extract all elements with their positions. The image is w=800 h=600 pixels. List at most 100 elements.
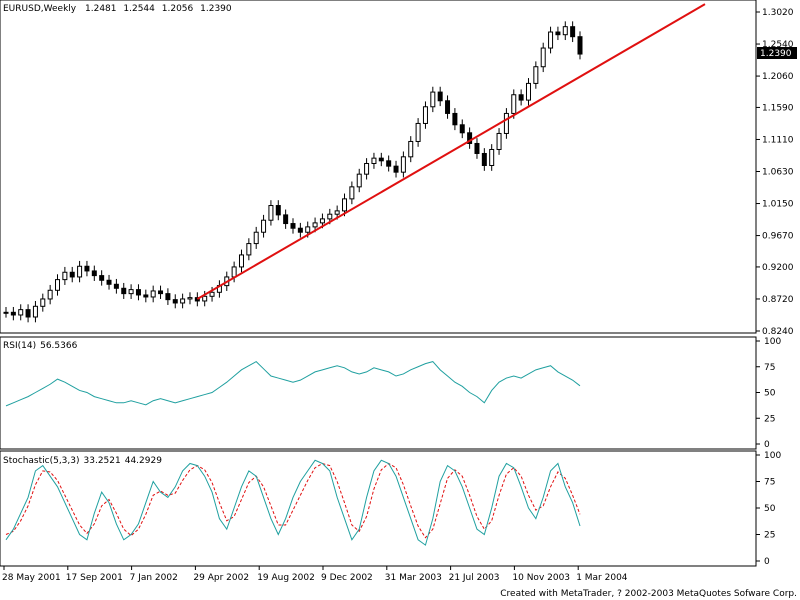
x-tick-label: 29 Apr 2002 bbox=[193, 573, 249, 583]
x-tick-label: 1 Mar 2004 bbox=[576, 573, 628, 583]
stoch-tick-label: 75 bbox=[764, 478, 775, 488]
price-axis: 1.3020 1.2540 1.2060 1.1590 1.1110 1.0630 1.01… bbox=[756, 8, 794, 337]
x-tick-label: 31 Mar 2003 bbox=[385, 573, 442, 583]
chart-timeframe: Weekly bbox=[44, 4, 77, 14]
candle-body bbox=[437, 91, 443, 102]
stoch-tick-label: 25 bbox=[764, 531, 775, 541]
candle-body bbox=[150, 290, 156, 298]
stoch-tick-label: 100 bbox=[764, 451, 781, 461]
candle-body bbox=[459, 124, 465, 134]
candle-body bbox=[349, 186, 355, 200]
candle-body bbox=[422, 106, 428, 124]
candle-body bbox=[518, 94, 524, 101]
rsi-tick-label: 25 bbox=[764, 414, 775, 424]
candle-body bbox=[77, 265, 83, 278]
candle-body bbox=[231, 266, 237, 278]
candle-body bbox=[386, 160, 392, 167]
candle-body bbox=[327, 213, 333, 220]
rsi-tick-label: 100 bbox=[764, 337, 781, 347]
candle-body bbox=[275, 205, 281, 216]
candle-body bbox=[371, 157, 377, 164]
candle-body bbox=[121, 287, 127, 295]
stoch-tick-label: 0 bbox=[764, 557, 770, 567]
chart-close: 1.2390 bbox=[200, 4, 232, 14]
rsi-tick-label: 50 bbox=[764, 389, 776, 399]
candle-body bbox=[113, 283, 119, 289]
candle-body bbox=[47, 289, 53, 300]
chart-high: 1.2544 bbox=[123, 4, 155, 14]
chart-title: EURUSD,Weekly 1.2481 1.2544 1.2056 1.239… bbox=[3, 4, 232, 14]
x-tick-label: 10 Nov 2003 bbox=[512, 573, 570, 583]
trendline bbox=[196, 3, 706, 300]
candle-body bbox=[40, 298, 46, 307]
candle-body bbox=[415, 122, 421, 142]
price-tick-label: 0.9670 bbox=[762, 232, 794, 242]
x-tick-label: 28 May 2001 bbox=[2, 573, 61, 583]
candle-body bbox=[555, 31, 561, 36]
candle-body bbox=[364, 162, 370, 175]
candle-body bbox=[297, 227, 303, 233]
candle-body bbox=[548, 31, 554, 49]
candle-body bbox=[202, 295, 208, 302]
candle-body bbox=[540, 47, 546, 68]
candle-body bbox=[312, 222, 318, 228]
candle-body bbox=[194, 297, 200, 302]
price-tick-label: 1.3020 bbox=[762, 8, 794, 18]
candle-body bbox=[180, 298, 186, 304]
x-tick-label: 17 Sep 2001 bbox=[66, 573, 123, 583]
candle-body bbox=[238, 254, 244, 268]
candle-body bbox=[511, 94, 517, 114]
price-tick-label: 1.1110 bbox=[762, 135, 794, 145]
candle-body bbox=[25, 309, 31, 318]
candle-body bbox=[562, 26, 568, 36]
candle-body bbox=[84, 265, 90, 272]
rsi-line bbox=[5, 360, 581, 407]
candle-body bbox=[305, 226, 311, 233]
candle-body bbox=[570, 26, 576, 38]
price-tick-label: 0.8720 bbox=[762, 295, 794, 305]
x-tick-label: 21 Jul 2003 bbox=[449, 573, 500, 583]
candle-body bbox=[481, 152, 487, 166]
chart-low: 1.2056 bbox=[162, 4, 194, 14]
candle-body bbox=[106, 279, 112, 285]
candle-body bbox=[55, 279, 61, 291]
candle-body bbox=[261, 219, 267, 233]
candle-body bbox=[577, 36, 583, 55]
candle-body bbox=[496, 132, 502, 150]
candle-body bbox=[393, 165, 399, 173]
candle-body bbox=[3, 311, 9, 314]
stoch-axis: 100 75 50 25 0 bbox=[756, 451, 781, 567]
candle-body bbox=[525, 82, 531, 101]
candle-body bbox=[165, 293, 171, 301]
candle-body bbox=[342, 198, 348, 212]
candle-body bbox=[283, 214, 289, 225]
chart-open: 1.2481 bbox=[85, 4, 117, 14]
price-tick-label: 1.2540 bbox=[762, 40, 794, 50]
price-tick-label: 1.2060 bbox=[762, 72, 794, 82]
last-price-box bbox=[757, 47, 797, 59]
candle-body bbox=[99, 275, 105, 281]
candle-body bbox=[32, 305, 38, 318]
price-tick-label: 0.8240 bbox=[762, 327, 794, 337]
price-pane bbox=[0, 0, 757, 334]
stoch-main-line bbox=[5, 459, 581, 546]
x-axis: 28 May 2001 17 Sep 2001 7 Jan 2002 29 Apr 2… bbox=[2, 566, 628, 583]
footer-credit: Created with MetaTrader, ? 2002-2003 Met… bbox=[500, 589, 797, 599]
candle-body bbox=[452, 112, 458, 126]
rsi-title: RSI(14) 56.5366 bbox=[3, 341, 78, 351]
rsi-axis: 100 75 50 25 0 bbox=[756, 337, 781, 450]
candle-body bbox=[172, 299, 178, 304]
candle-body bbox=[533, 66, 539, 84]
stoch-title: Stochastic(5,3,3) 33.2521 44.2929 bbox=[3, 456, 162, 466]
candle-body bbox=[10, 311, 16, 316]
candle-body bbox=[445, 100, 451, 114]
candle-body bbox=[143, 294, 149, 298]
stoch-signal-line bbox=[5, 462, 581, 539]
chart-symbol: EURUSD bbox=[3, 4, 41, 14]
price-tick-label: 1.0150 bbox=[762, 200, 794, 210]
candle-body bbox=[135, 289, 141, 296]
candle-body bbox=[128, 289, 134, 295]
price-tick-label: 1.0630 bbox=[762, 168, 794, 178]
candle-body bbox=[503, 112, 509, 134]
